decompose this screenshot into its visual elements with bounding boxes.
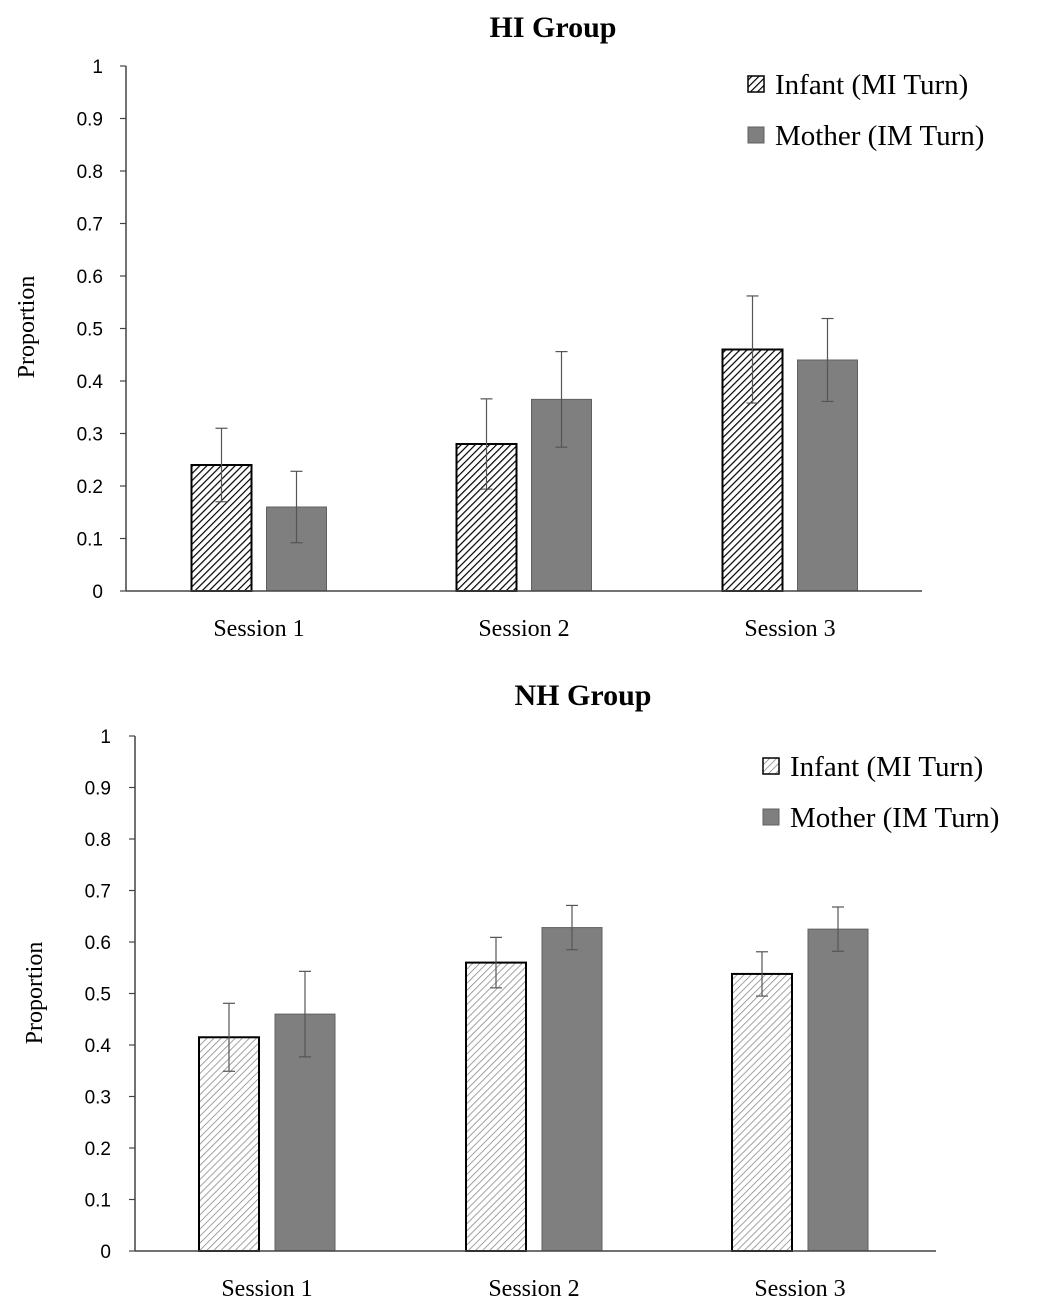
y-tick-label: 0.8 <box>85 830 111 851</box>
x-tick-label: Session 3 <box>744 616 835 642</box>
legend-label: Mother (IM Turn) <box>775 120 984 152</box>
y-tick-label: 0.9 <box>85 779 111 800</box>
nh-group-chart: NH Group Proportion 00.10.20.30.40.50.60… <box>22 679 999 1302</box>
error-bars <box>223 904 844 1072</box>
y-axis-title: Proportion <box>14 276 40 379</box>
axes <box>134 736 936 1252</box>
x-tick-label: Session 1 <box>213 616 304 642</box>
hi-group-chart: HI Group Proportion 00.10.20.30.40.50.60… <box>14 11 984 642</box>
legend-swatch <box>747 75 765 93</box>
legend-label: Infant (MI Turn) <box>790 751 983 783</box>
bars <box>190 348 858 592</box>
y-tick-label: 0.4 <box>85 1036 112 1057</box>
legend-swatch <box>762 757 780 775</box>
bar-mother <box>807 928 869 1252</box>
legend: Infant (MI Turn) Mother (IM Turn) <box>747 69 984 152</box>
y-tick-label: 0.5 <box>85 985 111 1006</box>
y-tick-label: 0.1 <box>77 530 103 551</box>
legend-swatch <box>747 126 765 144</box>
x-tick-label: Session 2 <box>488 1276 579 1302</box>
y-tick-label: 0.6 <box>85 933 111 954</box>
y-tick-label: 0.6 <box>77 267 103 288</box>
x-tick-label: Session 3 <box>754 1276 845 1302</box>
y-ticks: 0 0.1 0.2 0.3 0.4 0.5 0.6 0.7 0.8 0.9 1 <box>77 57 126 603</box>
y-tick-label: 0.2 <box>85 1139 111 1160</box>
legend-label: Mother (IM Turn) <box>790 802 999 834</box>
bar-infant <box>465 961 527 1252</box>
error-bars <box>215 295 834 544</box>
axes <box>125 66 922 592</box>
chart-title: HI Group <box>490 11 617 44</box>
y-tick-label: 0.8 <box>77 162 103 183</box>
bar-mother <box>541 927 603 1252</box>
x-tick-label: Session 2 <box>478 616 569 642</box>
category-labels: Session 1 Session 2 Session 3 <box>213 616 835 642</box>
bar-infant <box>731 972 793 1252</box>
x-tick-label: Session 1 <box>221 1276 312 1302</box>
y-tick-label: 0 <box>100 1242 111 1263</box>
category-labels: Session 1 Session 2 Session 3 <box>221 1276 845 1302</box>
y-tick-label: 0 <box>92 582 103 603</box>
y-tick-label: 0.1 <box>85 1191 111 1212</box>
bars <box>198 927 869 1253</box>
chart-title: NH Group <box>515 679 652 712</box>
legend-swatch <box>762 808 780 826</box>
y-tick-label: 0.9 <box>77 110 103 131</box>
legend-label: Infant (MI Turn) <box>775 69 968 101</box>
y-ticks: 0 0.1 0.2 0.3 0.4 0.5 0.6 0.7 0.8 0.9 1 <box>85 727 135 1263</box>
y-tick-label: 0.2 <box>77 477 103 498</box>
y-tick-label: 0.3 <box>85 1088 111 1109</box>
y-tick-label: 0.4 <box>77 372 104 393</box>
y-axis-title: Proportion <box>22 942 48 1045</box>
bar-infant <box>198 1036 260 1253</box>
y-tick-label: 0.7 <box>85 882 111 903</box>
y-tick-label: 0.3 <box>77 425 103 446</box>
legend: Infant (MI Turn) Mother (IM Turn) <box>762 751 999 834</box>
y-tick-label: 0.5 <box>77 320 103 341</box>
y-tick-label: 0.7 <box>77 215 103 236</box>
y-tick-label: 1 <box>100 727 111 748</box>
y-tick-label: 1 <box>92 57 103 78</box>
